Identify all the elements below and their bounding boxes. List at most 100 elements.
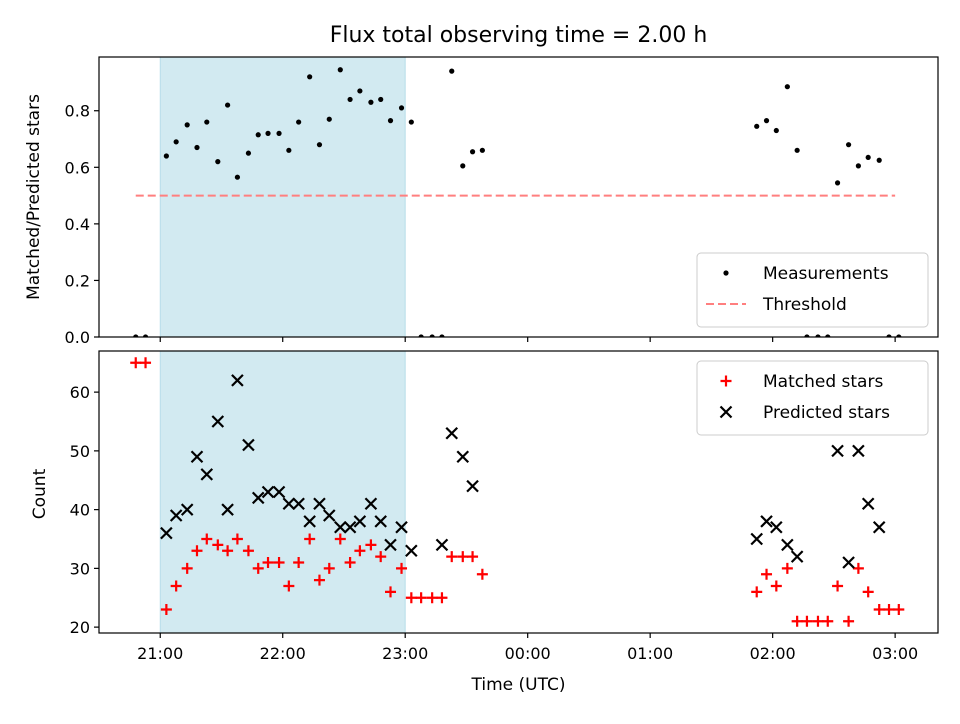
data-point — [292, 497, 305, 511]
data-point — [212, 539, 224, 551]
data-point — [242, 545, 254, 557]
top-panel: Matched/Predicted stars 0.0 0.2 0.4 0.6 0.8 M… — [24, 56, 939, 347]
data-point — [160, 604, 172, 615]
data-point — [316, 142, 323, 148]
data-point — [225, 102, 231, 108]
data-point — [415, 592, 427, 604]
data-point — [763, 118, 770, 124]
data-point — [861, 497, 875, 511]
y-tick-label: 0.2 — [65, 271, 90, 290]
data-point — [255, 132, 261, 138]
y-tick-label: 20 — [70, 618, 90, 637]
data-point — [460, 163, 466, 169]
data-point — [169, 509, 183, 522]
data-point — [822, 615, 834, 627]
data-point — [337, 67, 343, 73]
x-tick-label: 21:00 — [137, 644, 183, 663]
data-point — [140, 357, 152, 369]
data-point — [273, 557, 285, 568]
data-point — [754, 123, 760, 129]
data-point — [313, 574, 325, 586]
data-point — [439, 334, 445, 337]
data-point — [791, 615, 803, 627]
data-point — [398, 105, 405, 111]
data-point — [815, 334, 821, 337]
legend-label: Matched stars — [763, 372, 883, 392]
data-point — [365, 539, 377, 551]
data-point — [476, 568, 488, 580]
data-points — [133, 67, 902, 337]
data-point — [304, 533, 316, 545]
data-point — [133, 334, 139, 337]
y-tick-label: 0.6 — [65, 158, 90, 177]
data-point — [357, 88, 363, 94]
data-point — [395, 520, 408, 534]
data-point — [234, 174, 241, 180]
data-point — [180, 503, 194, 516]
legend-marker — [720, 375, 732, 387]
data-point — [843, 615, 855, 627]
data-point — [283, 580, 295, 592]
x-tick-label: 01:00 — [627, 644, 673, 663]
data-point — [770, 520, 783, 534]
data-point — [170, 580, 182, 592]
data-point — [276, 130, 282, 136]
data-point — [313, 497, 326, 511]
plot-frame — [98, 56, 939, 338]
series-measurements — [133, 67, 902, 337]
data-point — [221, 503, 234, 516]
data-point — [876, 157, 882, 163]
data-point — [194, 144, 200, 151]
x-tick-label: 03:00 — [872, 644, 918, 663]
legend-label: Measurements — [763, 264, 889, 284]
data-point — [364, 497, 378, 511]
data-point — [384, 538, 397, 552]
data-point — [201, 533, 213, 545]
data-point — [845, 142, 852, 148]
bottom-panel: Count Time (UTC) 20 30 40 50 60 21:00 22:00 23:… — [30, 350, 939, 695]
data-point — [794, 147, 800, 153]
data-point — [812, 615, 824, 627]
x-tick-label: 02:00 — [750, 644, 796, 663]
x-axis-label: Time (UTC) — [471, 675, 566, 695]
data-point — [842, 556, 855, 569]
data-point — [307, 74, 313, 80]
data-point — [751, 586, 763, 598]
data-point — [242, 438, 255, 452]
data-point — [396, 562, 408, 574]
series-predicted-stars — [160, 374, 886, 569]
data-point — [418, 334, 424, 337]
data-point — [286, 147, 292, 153]
data-point — [872, 520, 886, 534]
data-point — [282, 497, 296, 511]
top-plot-area: 0.0 0.2 0.4 0.6 0.8 Measurements Threshold — [65, 56, 939, 347]
data-point — [215, 159, 221, 165]
data-point — [251, 491, 265, 505]
data-point — [142, 334, 149, 337]
data-point — [784, 84, 790, 90]
data-point — [334, 520, 347, 534]
data-point — [378, 96, 384, 103]
data-point — [761, 568, 773, 580]
data-point — [445, 426, 459, 440]
legend-label: Threshold — [762, 295, 847, 315]
data-point — [387, 118, 394, 124]
data-point — [272, 485, 286, 499]
data-point — [265, 130, 271, 136]
legend: Measurements Threshold — [696, 252, 929, 328]
bottom-y-axis-label: Count — [30, 468, 50, 519]
data-point — [173, 139, 179, 145]
data-point — [825, 334, 831, 337]
shaded-observing-window — [159, 56, 406, 338]
data-point — [456, 450, 470, 464]
data-point — [204, 119, 210, 125]
data-point — [801, 615, 813, 627]
data-point — [191, 545, 203, 557]
data-point — [293, 557, 305, 568]
data-point — [343, 520, 357, 534]
x-tick-label: 22:00 — [260, 644, 306, 663]
y-tick-label: 50 — [70, 442, 90, 461]
data-point — [245, 150, 252, 156]
legend-label: Predicted stars — [763, 403, 890, 423]
